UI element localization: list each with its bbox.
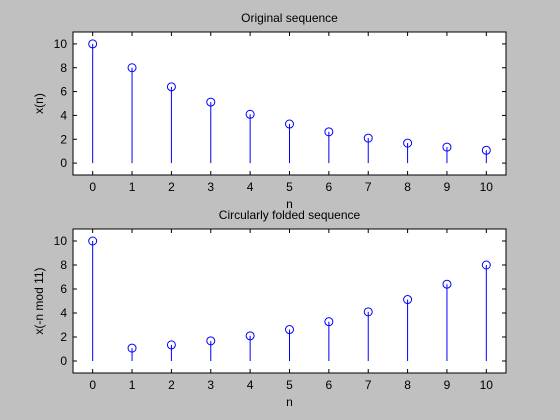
top-stem-marker xyxy=(285,119,294,129)
top-x-tick-label: 0 xyxy=(89,180,96,194)
bottom-x-tick-label: 3 xyxy=(207,378,214,392)
bottom-x-tick-label: 1 xyxy=(129,378,136,392)
bottom-y-tick-label: 10 xyxy=(54,234,68,248)
top-x-tick-label: 5 xyxy=(286,180,293,194)
top-x-tick-label: 2 xyxy=(168,180,175,194)
top-y-tick-label: 8 xyxy=(60,61,67,75)
top-x-tick-label: 8 xyxy=(404,180,411,194)
top-plot-title: Original sequence xyxy=(241,11,338,25)
bottom-stem-marker xyxy=(166,340,176,350)
bottom-x-axis-label: n xyxy=(286,395,293,409)
bottom-y-tick-label: 0 xyxy=(60,354,67,368)
bottom-stem-marker xyxy=(403,295,413,305)
bottom-y-tick-label: 8 xyxy=(60,258,67,272)
top-stem-marker xyxy=(127,63,137,73)
bottom-x-tick-label: 6 xyxy=(326,378,333,392)
bottom-x-tick-label: 10 xyxy=(480,378,494,392)
top-stem-marker xyxy=(324,127,334,137)
top-y-axis-label: x(n) xyxy=(32,93,46,114)
top-plot: Original sequence n x(n) 0 1 2 3 4 5 6 7 8 9 10 0 2 4… xyxy=(32,11,507,211)
bottom-x-tick-label: 4 xyxy=(247,378,254,392)
top-x-tick-label: 10 xyxy=(480,180,494,194)
bottom-x-tick-label: 7 xyxy=(365,378,372,392)
top-x-axis-label: n xyxy=(286,197,293,211)
bottom-x-tick-label: 5 xyxy=(286,378,293,392)
top-x-tick-label: 7 xyxy=(365,180,372,194)
top-stem-marker xyxy=(481,145,491,155)
bottom-y-tick-label: 4 xyxy=(60,306,67,320)
top-y-tick-label: 2 xyxy=(60,132,67,146)
bottom-ticks: 0 1 2 3 4 5 6 7 8 9 10 0 2 4 6 8 10 xyxy=(54,229,506,392)
bottom-y-tick-label: 2 xyxy=(60,330,67,344)
top-x-tick-label: 3 xyxy=(207,180,214,194)
bottom-x-tick-label: 8 xyxy=(404,378,411,392)
top-stem-marker xyxy=(88,39,98,49)
top-ticks: 0 1 2 3 4 5 6 7 8 9 10 0 2 4 6 8 10 xyxy=(54,32,506,194)
bottom-stem-marker xyxy=(285,325,294,335)
bottom-x-tick-label: 2 xyxy=(168,378,175,392)
bottom-y-axis-label: x(-n mod 11) xyxy=(32,267,46,334)
top-stem-marker xyxy=(363,133,373,143)
bottom-stem-marker xyxy=(363,307,373,317)
bottom-stem-marker xyxy=(127,343,137,353)
bottom-stem-marker xyxy=(245,331,255,341)
bottom-plot-title: Circularly folded sequence xyxy=(219,208,361,222)
bottom-stem-marker xyxy=(206,336,216,346)
bottom-y-tick-label: 6 xyxy=(60,282,67,296)
top-x-tick-label: 1 xyxy=(129,180,136,194)
top-y-tick-label: 0 xyxy=(60,156,67,170)
bottom-stem-marker xyxy=(88,236,98,246)
bottom-x-tick-label: 0 xyxy=(89,378,96,392)
bottom-stem-marker xyxy=(481,260,491,270)
top-stem-marker xyxy=(166,82,176,92)
top-y-tick-label: 6 xyxy=(60,85,67,99)
top-y-tick-label: 10 xyxy=(54,37,68,51)
top-x-tick-label: 9 xyxy=(444,180,451,194)
bottom-stem-marker xyxy=(324,317,334,327)
bottom-x-tick-label: 9 xyxy=(444,378,451,392)
top-x-tick-label: 4 xyxy=(247,180,254,194)
top-stems xyxy=(88,39,491,164)
bottom-stem-marker xyxy=(442,279,452,289)
top-stem-marker xyxy=(245,109,255,119)
top-x-tick-label: 6 xyxy=(326,180,333,194)
top-y-tick-label: 4 xyxy=(60,108,67,122)
bottom-plot: Circularly folded sequence n x(-n mod 11… xyxy=(32,208,507,409)
bottom-stems xyxy=(88,236,491,361)
top-stem-marker xyxy=(403,138,413,148)
top-stem-marker xyxy=(442,142,452,152)
top-stem-marker xyxy=(206,97,216,107)
